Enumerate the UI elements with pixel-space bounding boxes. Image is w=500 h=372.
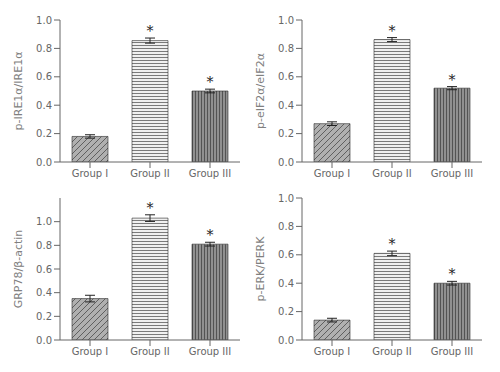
svg-text:*: * [389, 236, 396, 252]
svg-text:0.0: 0.0 [36, 157, 52, 168]
svg-text:p-eIF2α/eIF2α: p-eIF2α/eIF2α [254, 53, 267, 129]
svg-text:0.6: 0.6 [278, 71, 294, 82]
svg-text:Group II: Group II [372, 168, 412, 179]
svg-text:p-ERK/PERK: p-ERK/PERK [254, 236, 267, 302]
svg-text:0.8: 0.8 [36, 240, 52, 251]
svg-text:0.4: 0.4 [36, 100, 52, 111]
svg-text:Group III: Group III [189, 168, 231, 179]
svg-text:Group II: Group II [130, 346, 170, 357]
svg-text:Group III: Group III [189, 346, 231, 357]
svg-text:0.2: 0.2 [278, 128, 294, 139]
svg-text:*: * [449, 72, 456, 88]
svg-text:GRP78/β-actin: GRP78/β-actin [12, 230, 25, 309]
svg-text:*: * [389, 23, 396, 39]
svg-text:*: * [147, 200, 154, 216]
svg-text:1.0: 1.0 [278, 193, 294, 204]
svg-text:0.2: 0.2 [36, 128, 52, 139]
svg-text:0.6: 0.6 [36, 71, 52, 82]
svg-text:0.2: 0.2 [278, 306, 294, 317]
svg-text:0.4: 0.4 [278, 100, 294, 111]
svg-text:0.0: 0.0 [278, 157, 294, 168]
svg-text:Group III: Group III [431, 346, 473, 357]
svg-text:Group I: Group I [72, 346, 109, 357]
svg-text:0.4: 0.4 [278, 278, 294, 289]
svg-text:*: * [207, 74, 214, 90]
svg-text:Group III: Group III [431, 168, 473, 179]
svg-text:1.0: 1.0 [36, 216, 52, 227]
svg-text:*: * [449, 266, 456, 282]
svg-text:Group I: Group I [72, 168, 109, 179]
svg-text:0.0: 0.0 [278, 335, 294, 346]
svg-text:0.6: 0.6 [36, 264, 52, 275]
svg-text:0.8: 0.8 [36, 43, 52, 54]
svg-text:*: * [207, 227, 214, 243]
svg-text:1.0: 1.0 [36, 15, 52, 26]
svg-text:0.4: 0.4 [36, 287, 52, 298]
svg-text:p-IRE1α/IRE1α: p-IRE1α/IRE1α [12, 52, 25, 131]
svg-text:Group II: Group II [372, 346, 412, 357]
svg-text:Group I: Group I [314, 168, 351, 179]
svg-text:*: * [147, 23, 154, 39]
svg-text:0.8: 0.8 [278, 221, 294, 232]
svg-text:Group I: Group I [314, 346, 351, 357]
svg-text:0.2: 0.2 [36, 311, 52, 322]
svg-text:0.8: 0.8 [278, 43, 294, 54]
svg-text:1.0: 1.0 [278, 15, 294, 26]
svg-text:Group II: Group II [130, 168, 170, 179]
svg-text:0.6: 0.6 [278, 249, 294, 260]
svg-text:0.0: 0.0 [36, 335, 52, 346]
